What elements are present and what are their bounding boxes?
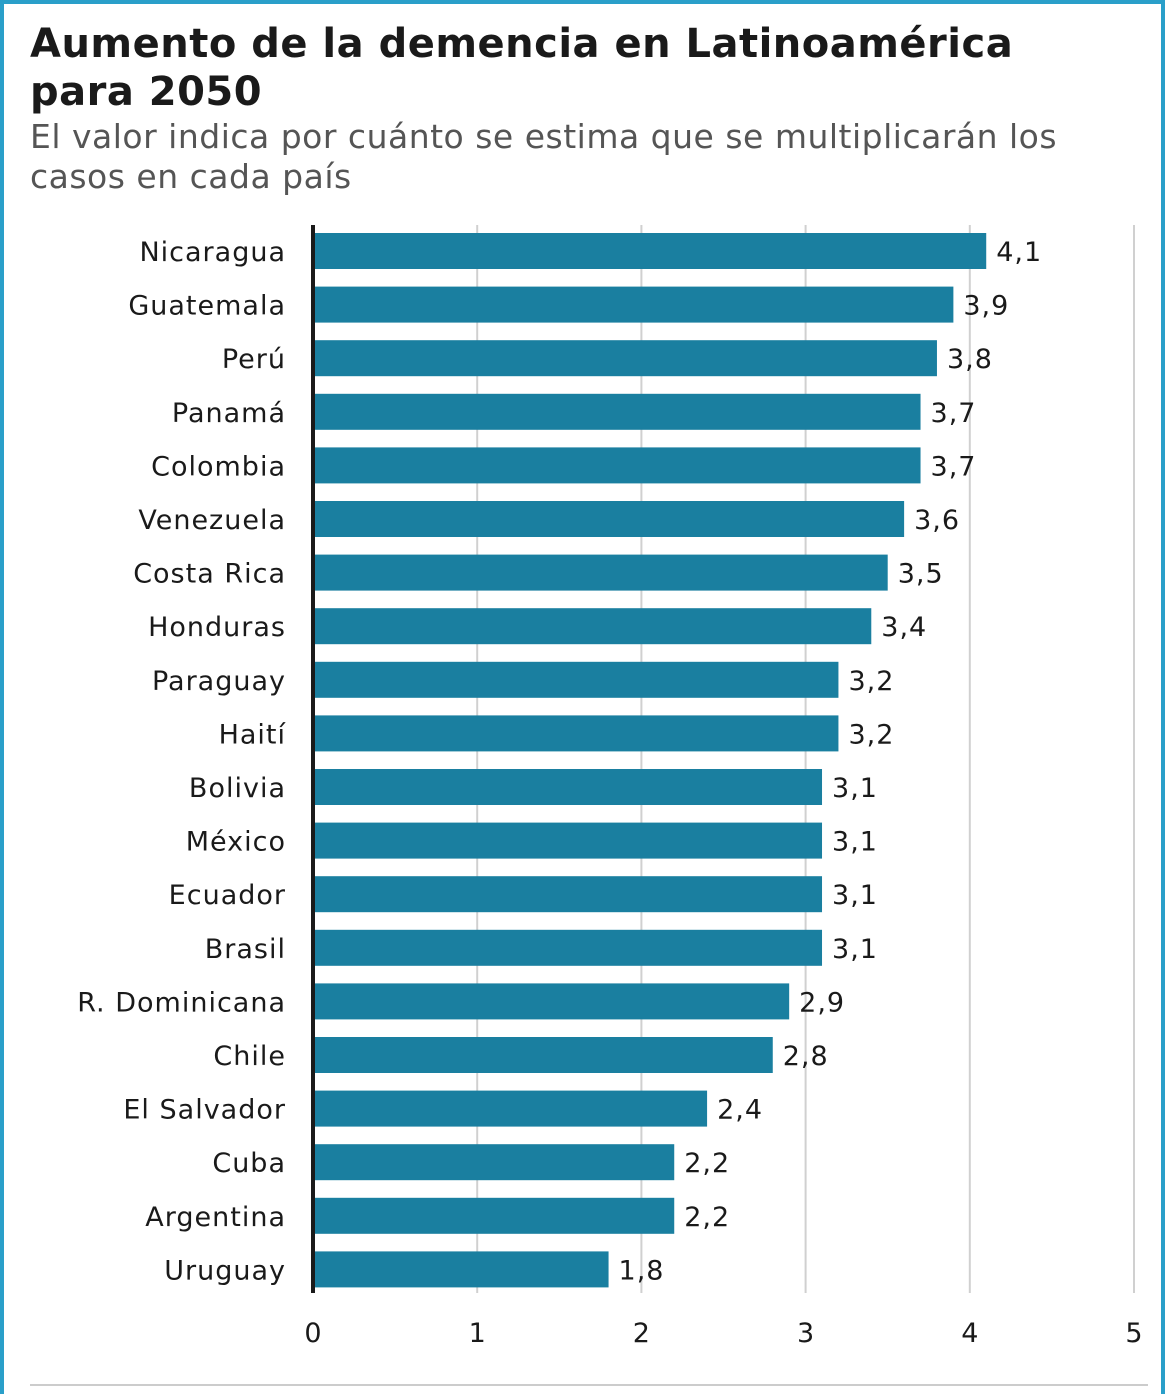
- bar: [313, 769, 823, 805]
- bar: [313, 715, 839, 752]
- category-label: Guatemala: [128, 291, 286, 322]
- value-label: 3,8: [947, 344, 993, 375]
- value-label: 3,5: [898, 559, 944, 590]
- bar: [313, 876, 823, 913]
- bottom-divider: [30, 1384, 1148, 1386]
- bar: [313, 340, 937, 377]
- category-label: Chile: [213, 1041, 286, 1072]
- bar: [313, 1144, 675, 1181]
- x-tick-label: 0: [304, 1318, 321, 1349]
- x-tick-label: 4: [961, 1318, 978, 1349]
- bar: [313, 983, 790, 1020]
- bar: [313, 447, 921, 484]
- value-label: 2,4: [717, 1095, 763, 1126]
- bar: [313, 393, 921, 430]
- category-label: Panamá: [172, 398, 286, 429]
- bar: [313, 929, 823, 966]
- x-tick-label: 2: [633, 1318, 650, 1349]
- x-tick-label: 3: [797, 1318, 814, 1349]
- value-label: 3,1: [832, 934, 878, 965]
- value-label: 1,8: [619, 1255, 665, 1286]
- value-label: 2,9: [799, 987, 845, 1018]
- category-label: Cuba: [212, 1148, 286, 1179]
- bar: [313, 286, 954, 323]
- value-label: 2,8: [783, 1041, 829, 1072]
- x-tick-label: 1: [469, 1318, 486, 1349]
- value-label: 3,1: [832, 773, 878, 804]
- bar: [313, 1251, 609, 1288]
- value-label: 4,1: [996, 237, 1042, 268]
- bar: [313, 501, 905, 537]
- bar: [313, 1037, 773, 1073]
- value-label: 3,1: [832, 880, 878, 911]
- bar: [313, 1197, 675, 1234]
- value-label: 3,2: [848, 666, 894, 697]
- category-label: R. Dominicana: [77, 987, 286, 1018]
- bar: [313, 661, 839, 698]
- category-label: Bolivia: [189, 773, 286, 804]
- bar: [313, 608, 872, 645]
- value-label: 3,2: [848, 719, 894, 750]
- value-label: 2,2: [684, 1202, 730, 1233]
- x-tick-label: 5: [1125, 1318, 1142, 1349]
- category-label: Honduras: [148, 612, 286, 643]
- category-label: Haití: [219, 719, 287, 750]
- category-label: Uruguay: [164, 1255, 286, 1286]
- bar: [313, 554, 888, 591]
- value-label: 3,4: [881, 612, 927, 643]
- category-label: Paraguay: [152, 666, 286, 697]
- bar: [313, 1090, 708, 1127]
- category-label: Costa Rica: [133, 559, 286, 590]
- value-label: 3,7: [931, 398, 977, 429]
- category-label: El Salvador: [123, 1095, 286, 1126]
- chart-subtitle: El valor indica por cuánto se estima que…: [30, 117, 1058, 196]
- bar: [313, 233, 987, 269]
- chart-title: Aumento de la demencia en Latinoamérica …: [30, 21, 1014, 115]
- value-label: 2,2: [684, 1148, 730, 1179]
- value-label: 3,6: [914, 505, 960, 536]
- category-label: Colombia: [151, 451, 286, 482]
- value-label: 3,9: [963, 291, 1009, 322]
- category-label: Brasil: [205, 934, 286, 965]
- category-label: Venezuela: [138, 505, 286, 536]
- value-label: 3,1: [832, 827, 878, 858]
- category-label: Ecuador: [169, 880, 286, 911]
- value-label: 3,7: [931, 451, 977, 482]
- category-label: Perú: [222, 344, 286, 375]
- category-label: Argentina: [145, 1202, 286, 1233]
- bar: [313, 822, 823, 859]
- category-label: Nicaragua: [139, 237, 286, 268]
- category-label: México: [186, 827, 286, 858]
